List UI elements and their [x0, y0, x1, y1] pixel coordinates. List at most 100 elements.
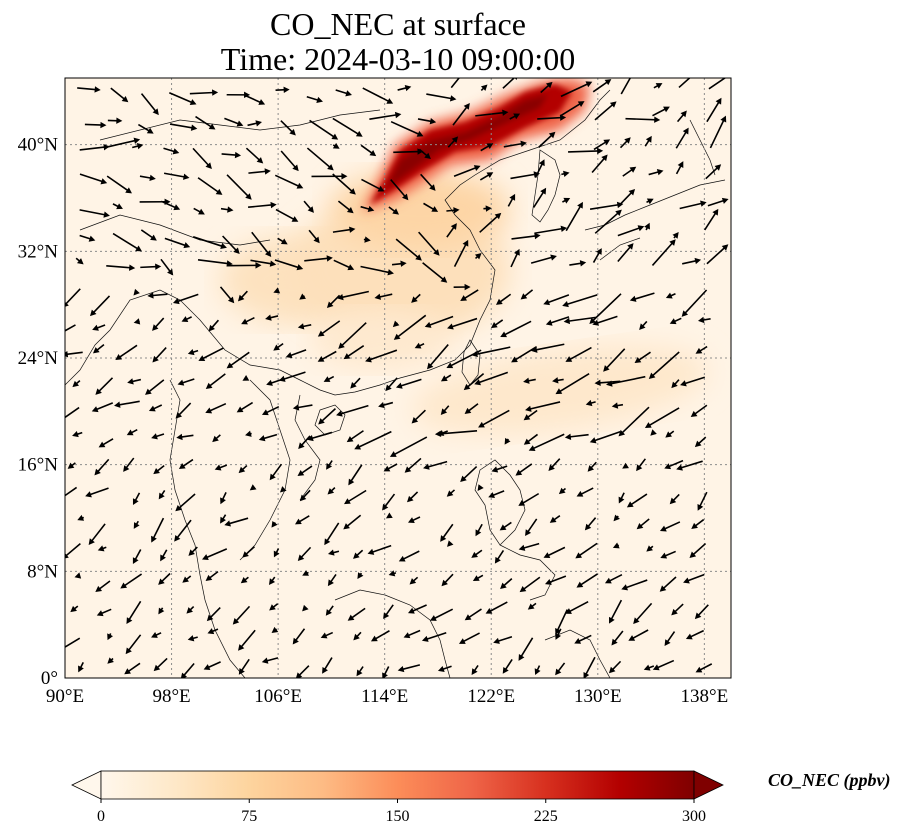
wind-arrow [125, 634, 142, 655]
wind-arrow [92, 343, 105, 354]
wind-arrow [460, 289, 479, 301]
wind-arrow [160, 549, 168, 562]
wind-arrow [675, 127, 689, 149]
lon-tick-label: 90°E [46, 686, 84, 707]
wind-arrow [555, 372, 590, 395]
wind-arrow [307, 431, 333, 442]
wind-arrow [311, 173, 348, 180]
wind-arrow [652, 106, 670, 117]
wind-arrow [74, 572, 82, 579]
wind-arrow [499, 521, 512, 531]
wind-arrow [292, 404, 313, 411]
wind-arrow [327, 549, 340, 556]
wind-arrow [151, 433, 165, 440]
wind-arrow [343, 514, 362, 530]
wind-arrow [440, 405, 450, 415]
wind-arrow [576, 487, 594, 497]
wind-arrow [277, 237, 288, 245]
wind-arrow [518, 492, 540, 506]
wind-arrow [583, 656, 596, 678]
wind-arrow [613, 514, 620, 522]
wind-arrow [326, 294, 341, 308]
wind-arrow [258, 433, 278, 442]
wind-arrow [332, 142, 340, 149]
wind-arrow [408, 516, 421, 523]
wind-arrow [271, 520, 278, 528]
colorbar-tick-label: 0 [97, 808, 105, 825]
wind-arrow [552, 377, 564, 384]
wind-arrow [306, 96, 323, 103]
wind-arrow [527, 602, 537, 610]
wind-arrow [363, 236, 371, 243]
wind-arrow [317, 320, 341, 337]
wind-arrow [398, 550, 420, 562]
wind-arrow [158, 490, 166, 500]
wind-arrow [261, 657, 279, 664]
wind-arrow [132, 549, 142, 565]
wind-arrow [549, 515, 561, 523]
wind-arrow [112, 232, 142, 252]
colorbar-extend-max [693, 770, 724, 800]
wind-arrow [474, 371, 509, 386]
wind-arrow [460, 465, 478, 483]
wind-arrow [304, 255, 333, 262]
wind-arrow [555, 609, 568, 635]
lat-tick-label: 16°N [18, 455, 59, 476]
wind-arrow [306, 147, 334, 171]
wind-arrow [139, 174, 156, 182]
wind-arrow [137, 123, 154, 134]
wind-arrow [206, 606, 221, 622]
wind-arrow [671, 379, 680, 389]
wind-arrow [245, 95, 266, 105]
wind-arrow [120, 573, 143, 589]
wind-arrow [326, 460, 333, 470]
wind-arrow [478, 409, 510, 428]
wind-arrow [175, 402, 192, 419]
lon-tick-label: 130°E [574, 686, 622, 707]
wind-arrow [446, 223, 457, 238]
wind-arrow [407, 604, 427, 614]
wind-arrow [650, 429, 657, 436]
wind-arrow [643, 664, 655, 671]
wind-arrow [672, 232, 679, 239]
wind-arrow [227, 262, 262, 269]
wind-arrow [299, 489, 311, 502]
wind-arrow [453, 239, 469, 267]
wind-arrow [393, 314, 427, 340]
wind-arrow [421, 632, 447, 642]
colorbar-extend-min [71, 770, 102, 800]
wind-arrow [639, 320, 648, 330]
lat-tick-label: 32°N [18, 241, 59, 262]
wind-arrow [518, 637, 534, 661]
wind-arrow [463, 373, 485, 391]
wind-arrow [440, 374, 452, 382]
wind-arrow [690, 404, 708, 418]
colorbar-label: CO_NEC (ppbv) [768, 770, 891, 790]
wind-arrow [471, 549, 483, 558]
wind-arrow [338, 322, 367, 349]
wind-arrow [565, 600, 589, 614]
lat-tick-label: 8°N [27, 561, 58, 582]
wind-arrow [646, 198, 654, 205]
wind-arrow [447, 136, 459, 148]
wind-arrow [297, 465, 313, 477]
wind-arrow [705, 164, 722, 180]
wind-arrow [403, 629, 421, 639]
wind-arrow [205, 402, 227, 414]
wind-arrow [343, 345, 365, 360]
wind-arrow [308, 229, 320, 244]
wind-arrow [592, 79, 612, 93]
wind-arrow [224, 517, 249, 527]
wind-arrow [592, 315, 618, 326]
wind-arrow [356, 666, 364, 677]
wind-arrow [665, 292, 676, 299]
wind-arrow [299, 293, 307, 300]
wind-arrow [622, 166, 637, 177]
wind-arrow [65, 324, 76, 332]
wind-arrow [472, 574, 484, 581]
wind-arrow [145, 379, 165, 395]
wind-arrow [269, 463, 283, 481]
wind-arrow [611, 402, 624, 409]
wind-arrow [273, 548, 280, 558]
wind-arrow [569, 260, 587, 267]
